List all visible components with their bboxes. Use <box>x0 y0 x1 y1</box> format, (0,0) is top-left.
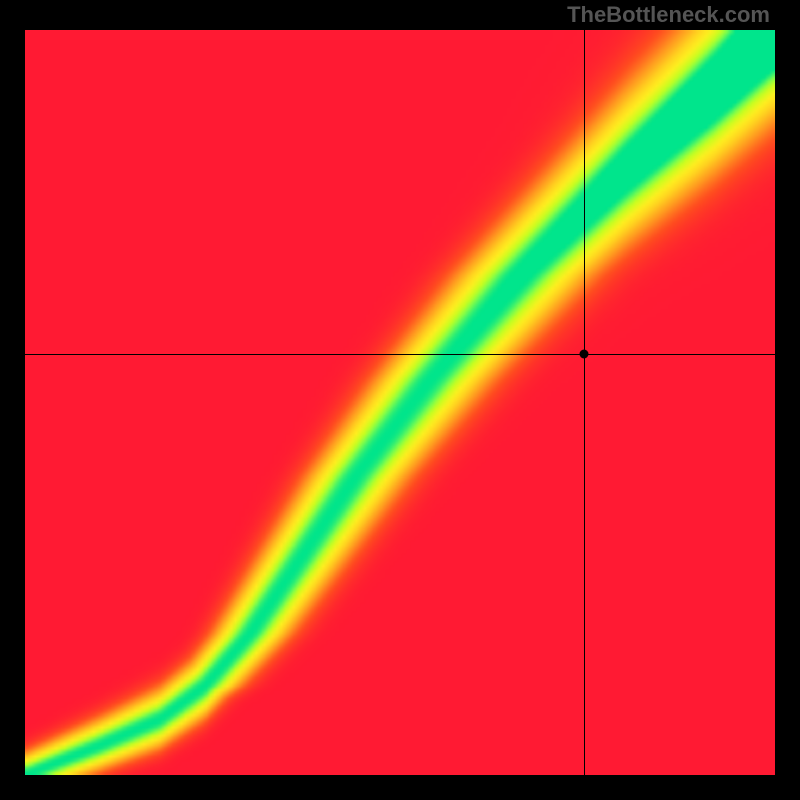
crosshair-vertical <box>584 30 585 775</box>
watermark-text: TheBottleneck.com <box>567 2 770 28</box>
heatmap-container <box>25 30 775 775</box>
crosshair-marker-dot <box>579 350 588 359</box>
heatmap-canvas <box>25 30 775 775</box>
crosshair-horizontal <box>25 354 775 355</box>
